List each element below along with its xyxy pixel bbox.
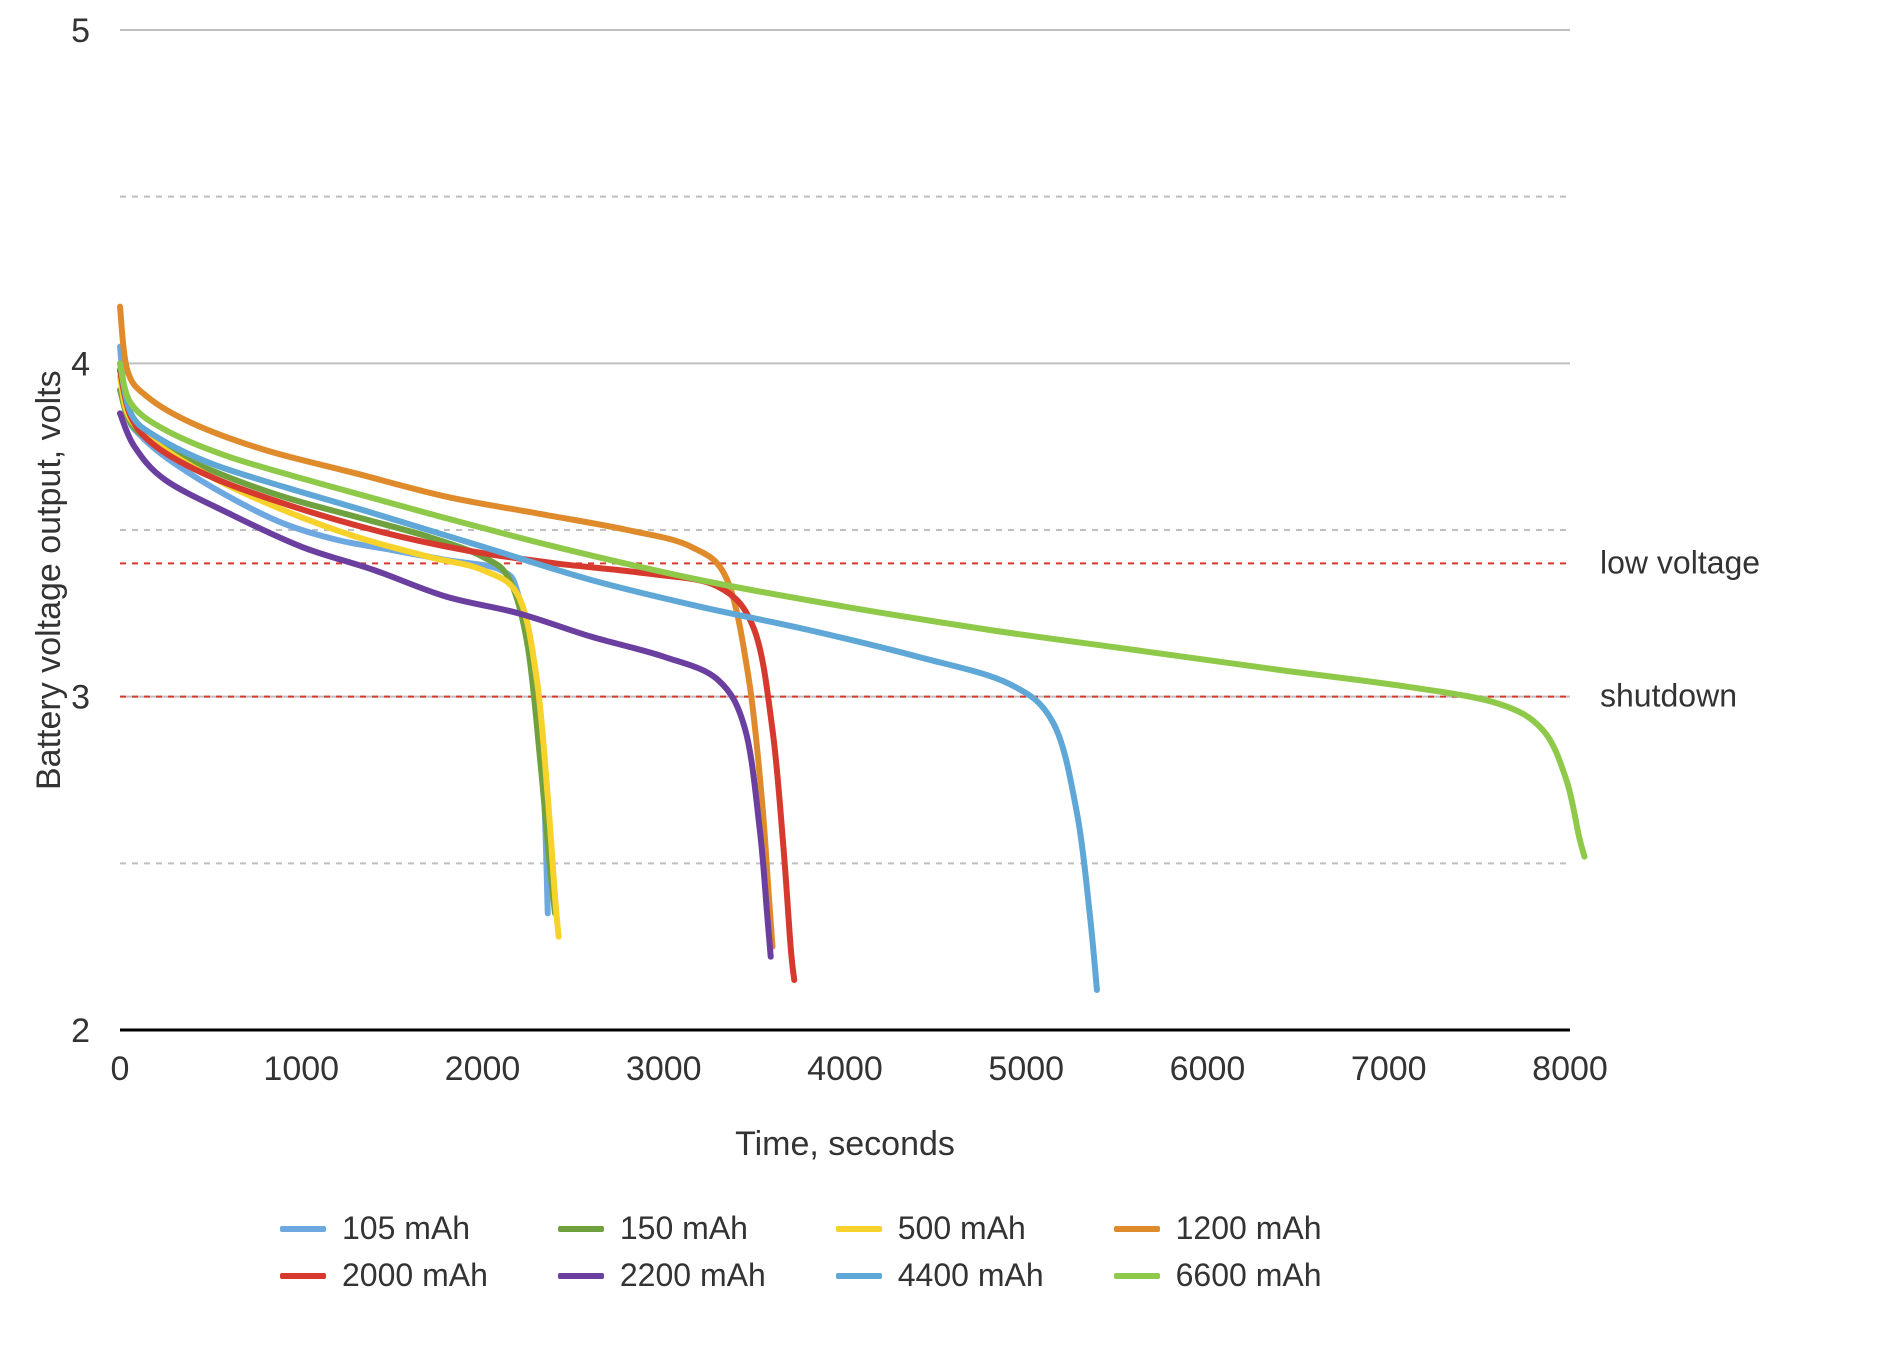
x-tick-label: 4000 — [807, 1050, 883, 1088]
series-line — [120, 370, 794, 980]
series-line — [120, 347, 548, 914]
legend-swatch — [558, 1273, 604, 1279]
x-tick-label: 7000 — [1351, 1050, 1427, 1088]
series-line — [120, 377, 559, 937]
chart-container: low voltage shutdown 0 1000 2000 3000 4000 5000… — [0, 0, 1896, 1365]
legend-label: 2000 mAh — [342, 1257, 488, 1294]
x-tick-label: 5000 — [988, 1050, 1064, 1088]
y-tick-label: 5 — [71, 12, 90, 50]
legend-item: 150 mAh — [558, 1210, 766, 1247]
reference-line-label: shutdown — [1600, 678, 1737, 714]
legend-item: 500 mAh — [836, 1210, 1044, 1247]
legend-item: 2200 mAh — [558, 1257, 766, 1294]
legend-label: 105 mAh — [342, 1210, 470, 1247]
y-tick-label: 4 — [71, 345, 90, 383]
legend-item: 105 mAh — [280, 1210, 488, 1247]
x-axis-title: Time, seconds — [120, 1125, 1570, 1164]
x-tick-label: 2000 — [445, 1050, 521, 1088]
legend-swatch — [836, 1273, 882, 1279]
legend-swatch — [280, 1226, 326, 1232]
legend-swatch — [280, 1273, 326, 1279]
series-line — [120, 363, 1097, 990]
x-tick-label: 0 — [111, 1050, 130, 1088]
x-tick-label: 3000 — [626, 1050, 702, 1088]
x-tick-label: 8000 — [1532, 1050, 1608, 1088]
legend-swatch — [1114, 1273, 1160, 1279]
legend-swatch — [1114, 1226, 1160, 1232]
legend-label: 1200 mAh — [1176, 1210, 1322, 1247]
legend-swatch — [558, 1226, 604, 1232]
legend-label: 4400 mAh — [898, 1257, 1044, 1294]
x-tick-label: 1000 — [263, 1050, 339, 1088]
legend-item: 2000 mAh — [280, 1257, 488, 1294]
legend-item: 6600 mAh — [1114, 1257, 1322, 1294]
legend-swatch — [836, 1226, 882, 1232]
legend-item: 1200 mAh — [1114, 1210, 1322, 1247]
x-tick-label: 6000 — [1170, 1050, 1246, 1088]
legend-label: 6600 mAh — [1176, 1257, 1322, 1294]
chart-legend: 105 mAh 150 mAh 500 mAh 1200 mAh 2000 mAh 220… — [280, 1210, 1322, 1294]
series-line — [120, 307, 773, 947]
series-line — [120, 363, 1585, 856]
legend-label: 2200 mAh — [620, 1257, 766, 1294]
y-tick-label: 2 — [71, 1012, 90, 1050]
y-tick-label: 3 — [71, 679, 90, 717]
legend-label: 500 mAh — [898, 1210, 1026, 1247]
y-axis-title: Battery voltage output, volts — [30, 370, 69, 790]
reference-line-label: low voltage — [1600, 544, 1760, 580]
legend-item: 4400 mAh — [836, 1257, 1044, 1294]
legend-label: 150 mAh — [620, 1210, 748, 1247]
